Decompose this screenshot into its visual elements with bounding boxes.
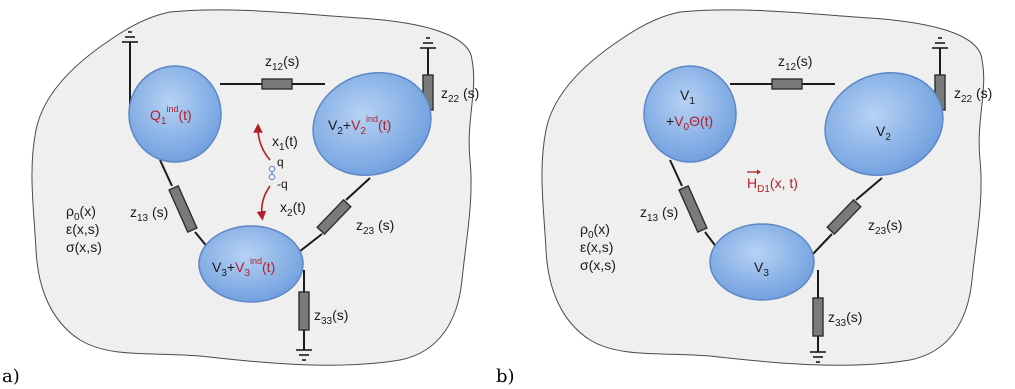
medium-region-a <box>31 9 475 366</box>
z22-label: z22 (s) <box>441 85 479 105</box>
z13-label: z13 (s) <box>130 204 168 224</box>
conductor-2 <box>824 71 944 177</box>
conductor-1 <box>128 65 222 163</box>
impedance-z23 <box>316 198 352 236</box>
impedance-z33 <box>298 291 310 331</box>
x1-label: x1(t) <box>272 133 298 153</box>
trajectory-arrow-up <box>253 123 271 161</box>
ground-icon <box>420 37 436 49</box>
ground-icon <box>810 351 826 363</box>
sigma-label: σ(x,s) <box>66 239 102 255</box>
source-label: +V0Θ(t) <box>666 113 713 133</box>
field-label: HD1(x, t) <box>747 175 798 195</box>
impedance-z13 <box>678 185 708 233</box>
conductor-2 <box>312 71 432 177</box>
conductor-2-label: V2 <box>876 123 891 143</box>
conductor-1-label: V1 <box>680 87 695 107</box>
panel-a: Q1ind(t) V2+V2ind(t) V3+V3ind(t) z12(s) … <box>2 9 479 387</box>
conductor-3-label: V3+V3ind(t) <box>212 256 275 279</box>
impedance-z13 <box>168 185 198 233</box>
charge-plus-label: q <box>277 155 284 169</box>
rho-label: ρ0(x) <box>66 203 96 223</box>
charge-minus-label: -q <box>277 177 288 191</box>
conductor-1-label: Q1ind(t) <box>150 104 192 127</box>
z22-label: z22 (s) <box>954 85 992 105</box>
z13-label: z13 (s) <box>640 204 678 224</box>
epsilon-label: ε(x,s) <box>580 239 613 255</box>
dipole-icon <box>268 165 276 181</box>
z23-label: z23(s) <box>868 217 902 237</box>
z23-label: z23 (s) <box>356 217 394 237</box>
impedance-z23 <box>826 198 862 236</box>
vector-arrow-icon <box>747 169 761 175</box>
z33-label: z33(s) <box>828 309 862 329</box>
conductor-3 <box>198 225 304 303</box>
epsilon-label: ε(x,s) <box>66 221 99 237</box>
ground-icon <box>122 31 138 43</box>
z12-label: z12(s) <box>778 53 812 73</box>
z12-label: z12(s) <box>265 53 299 73</box>
rho-label: ρ0(x) <box>580 221 610 241</box>
panel-a-letter: a) <box>2 366 20 387</box>
ground-icon <box>296 349 312 361</box>
sigma-label: σ(x,s) <box>580 257 616 273</box>
conductor-1 <box>643 65 737 163</box>
ground-icon <box>932 37 948 49</box>
impedance-z12 <box>771 78 803 90</box>
z33-label: z33(s) <box>314 307 348 327</box>
impedance-z12 <box>261 78 293 90</box>
panel-b: V1 +V0Θ(t) V2 V3 HD1(x, t) z12(s) z22 (s… <box>496 9 992 387</box>
impedance-z33 <box>812 297 824 337</box>
conductor-3 <box>709 223 815 301</box>
conductor-3-label: V3 <box>754 259 769 279</box>
x2-label: x2(t) <box>280 199 306 219</box>
panel-b-letter: b) <box>496 366 515 387</box>
trajectory-arrow-down <box>256 185 271 221</box>
conductor-2-label: V2+V2ind(t) <box>328 114 391 137</box>
